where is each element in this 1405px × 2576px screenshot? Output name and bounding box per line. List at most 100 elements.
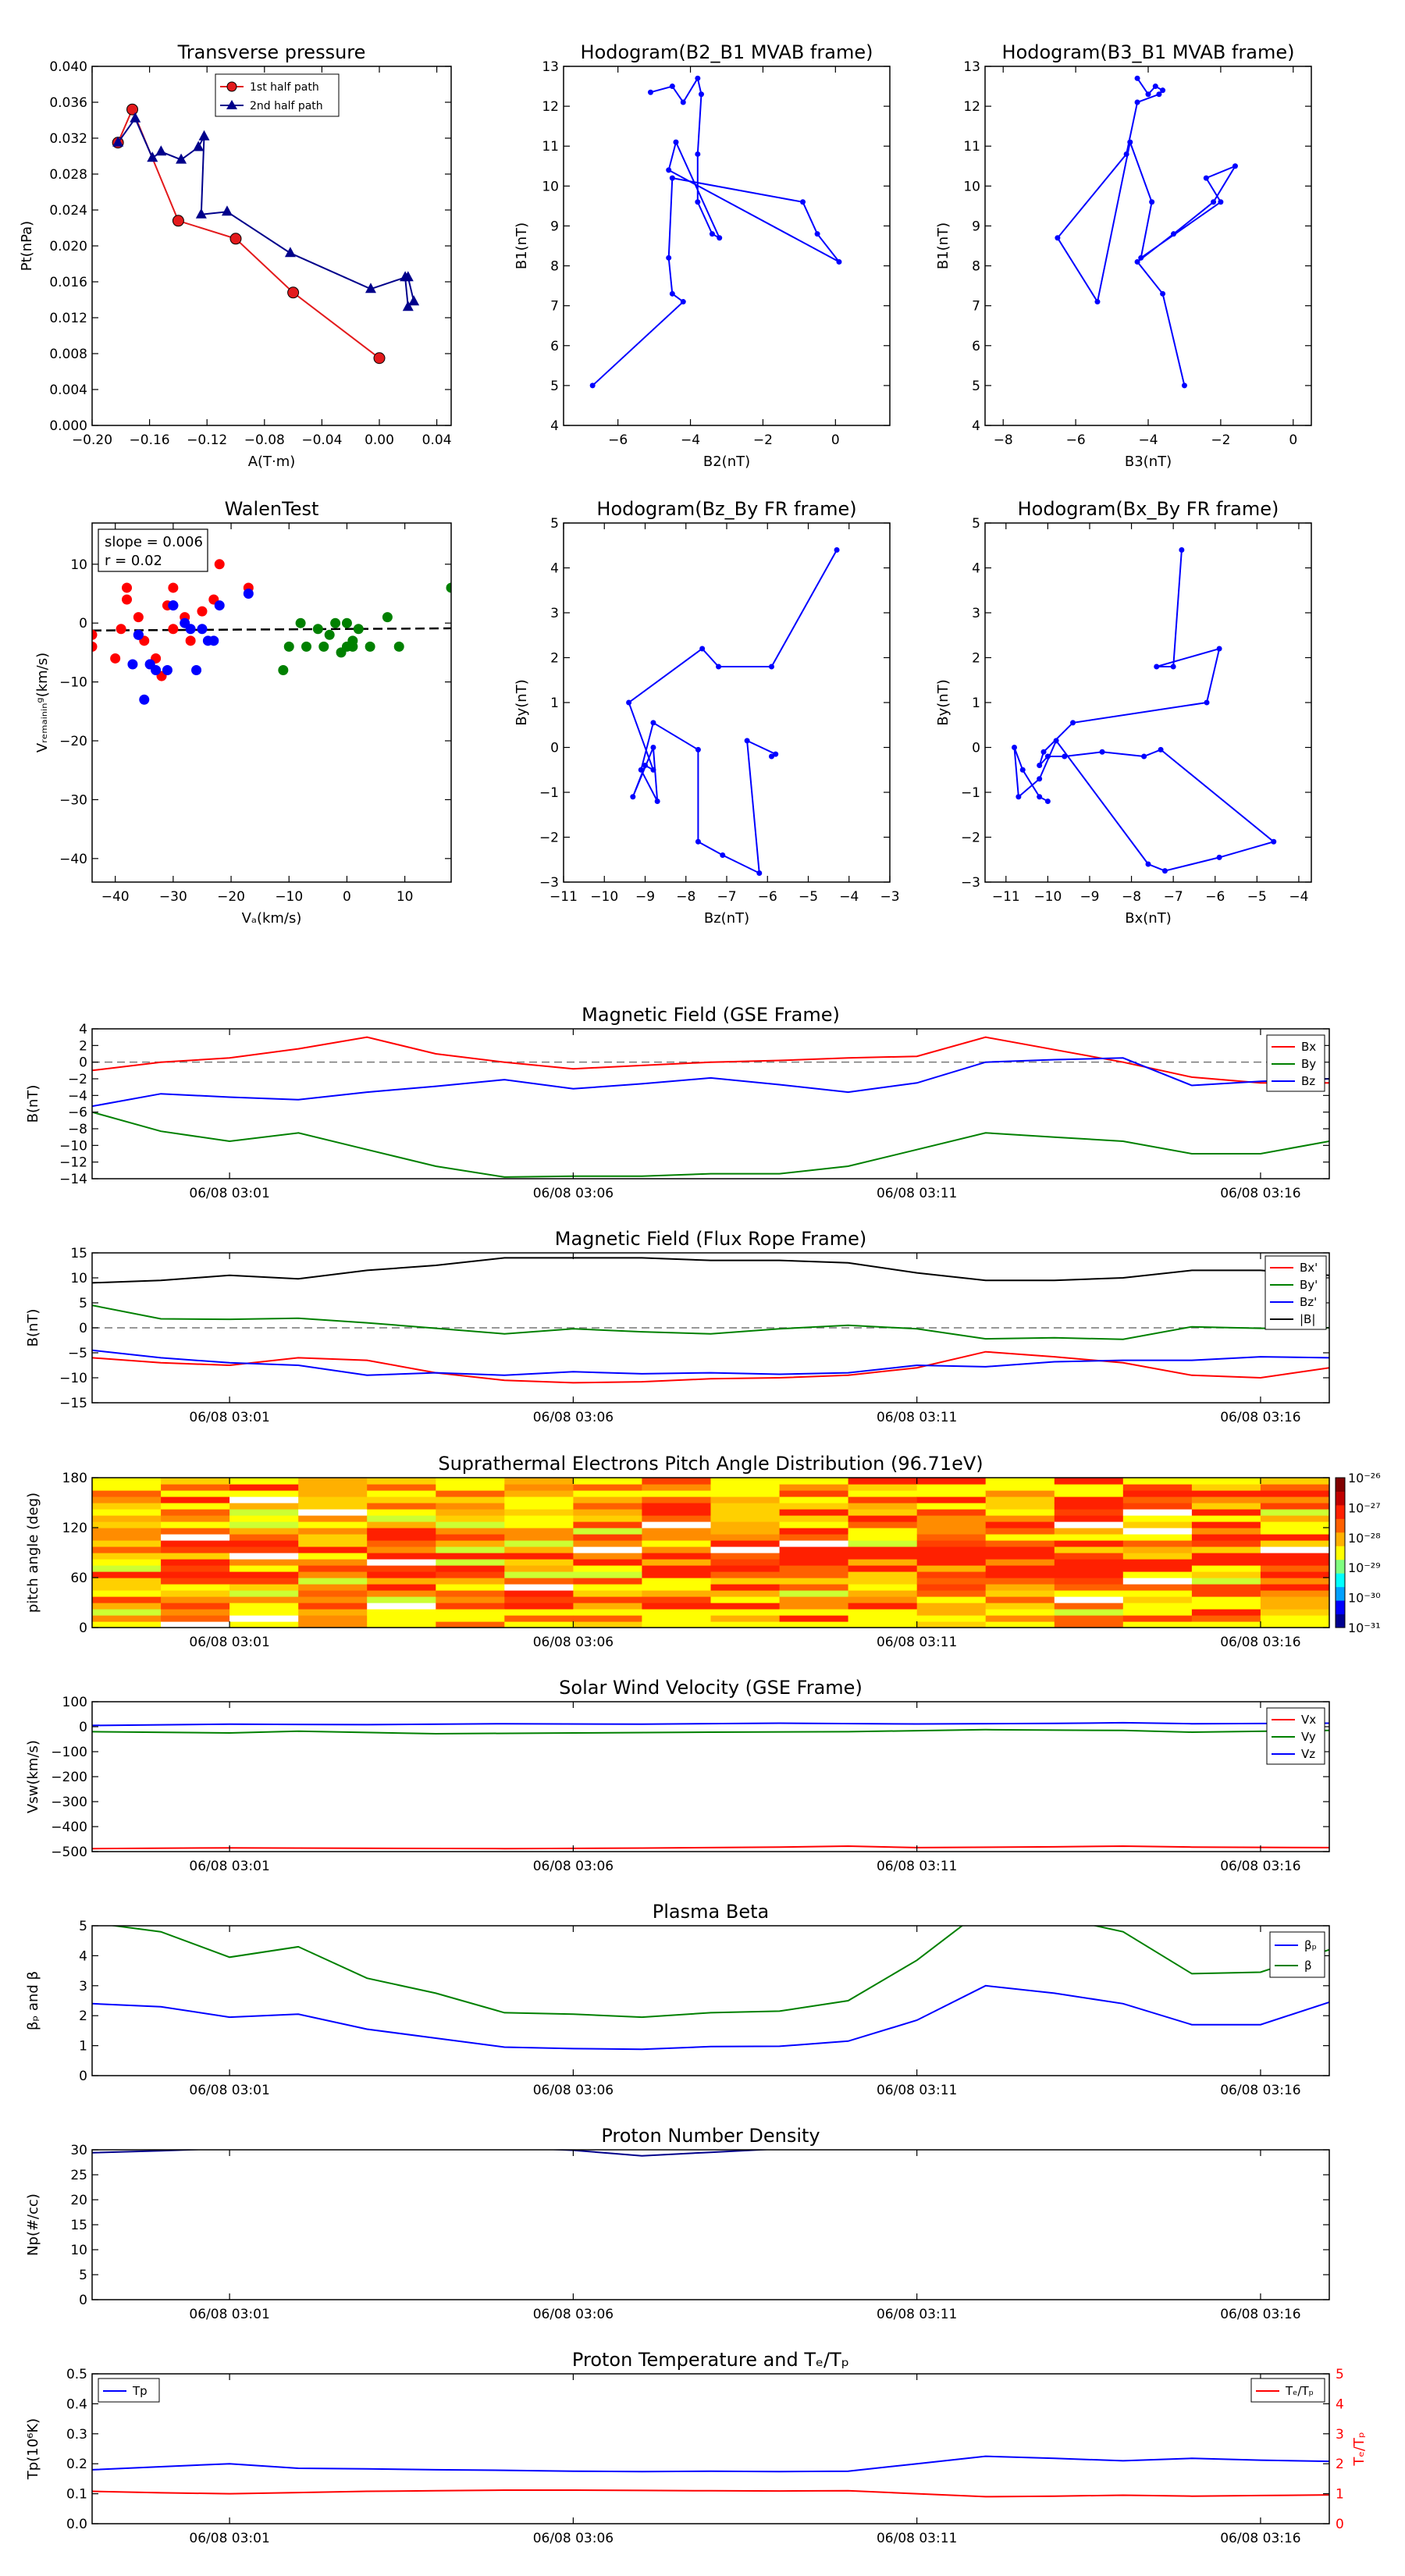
- beta-legend-label: βₚ: [1304, 1938, 1317, 1952]
- pad-cell: [916, 1603, 987, 1610]
- pad-cell: [985, 1559, 1055, 1566]
- hg3-ytick-label: 2: [550, 651, 559, 667]
- walen-ytick-label: −20: [59, 734, 87, 749]
- hg3-point: [626, 699, 632, 706]
- pad-cell: [1122, 1528, 1193, 1535]
- pad-cell: [298, 1596, 368, 1603]
- pad-cell: [1054, 1615, 1124, 1622]
- walen-point-red: [185, 635, 196, 646]
- pad-cell: [985, 1553, 1055, 1560]
- pad-cell: [779, 1553, 849, 1560]
- hg4-ytick-label: −3: [961, 875, 980, 891]
- pad-cell: [298, 1490, 368, 1497]
- vsw-ytick-label: −200: [51, 1770, 87, 1785]
- walen-point-red: [197, 606, 208, 617]
- pad-cell: [848, 1515, 918, 1522]
- pad-cell: [504, 1540, 574, 1547]
- pad-cell: [985, 1521, 1055, 1528]
- pad-cell: [985, 1596, 1055, 1603]
- pad-cell: [367, 1584, 436, 1591]
- np-xtick-label: 06/08 03:11: [877, 2307, 957, 2322]
- pad-cell: [985, 1584, 1055, 1591]
- hg2-xtick-label: −2: [1211, 432, 1230, 448]
- pad-cell: [1054, 1490, 1124, 1497]
- tp-ytick-label: 0.004: [49, 382, 87, 398]
- pad-cell: [916, 1540, 987, 1547]
- hg1-point: [814, 231, 820, 237]
- pad-cell: [1260, 1571, 1329, 1578]
- pad-cell: [229, 1528, 299, 1535]
- pad-cell: [161, 1515, 230, 1522]
- pad-cell: [573, 1478, 643, 1485]
- hg2-ytick-label: 7: [972, 299, 980, 315]
- pad-cell: [161, 1546, 230, 1553]
- np-ytick-label: 0: [79, 2293, 87, 2308]
- vsw-ytick-label: −100: [51, 1745, 87, 1760]
- hg2-point: [1171, 231, 1177, 237]
- panel-walen: WalenTest −40 −30 −20 −10 0 10 −40 −30 −20 −10 0 10 V…: [34, 498, 452, 927]
- vsw-ytick-label: −500: [51, 1845, 87, 1860]
- pad-cell: [1122, 1484, 1193, 1491]
- hg2-title: Hodogram(B3_B1 MVAB frame): [1002, 41, 1295, 63]
- pad-cell: [1122, 1478, 1193, 1485]
- pad-cell: [367, 1478, 436, 1485]
- tp-point-triangle: [195, 208, 207, 219]
- walen-xlabel: Vₐ(km/s): [242, 910, 302, 927]
- pad-cell: [1260, 1484, 1329, 1491]
- hg2-ytick-label: 4: [972, 418, 980, 434]
- hg4-point: [1099, 749, 1105, 755]
- hg1-ytick-label: 7: [550, 299, 559, 315]
- vsw-ytick-label: 0: [79, 1720, 87, 1735]
- np-ytick-label: 25: [70, 2168, 87, 2183]
- mag_fr-title: Magnetic Field (Flux Rope Frame): [555, 1228, 866, 1250]
- pad-cell: [92, 1565, 162, 1572]
- pad-cell: [710, 1528, 781, 1535]
- pad-cell: [298, 1478, 368, 1485]
- beta-legend: βₚ β: [1269, 1931, 1325, 1978]
- vsw-xtick-label: 06/08 03:16: [1220, 1859, 1300, 1874]
- np-ytick-label: 20: [70, 2193, 87, 2208]
- pad-cell: [92, 1534, 162, 1541]
- pad-cell: [573, 1490, 643, 1497]
- tp-xtick-label: 0.04: [422, 432, 452, 448]
- pad-cell: [710, 1496, 781, 1503]
- pad-cell: [642, 1509, 712, 1516]
- pad-cell: [642, 1540, 712, 1547]
- mag_gse-ytick-label: 2: [79, 1038, 87, 1054]
- pad-ytick-label: 0: [79, 1621, 87, 1636]
- temp-plot-area: [92, 2455, 1329, 2498]
- pad-cell: [779, 1559, 849, 1566]
- walen-ytick-label: −40: [59, 852, 87, 867]
- pad-cell: [848, 1603, 918, 1610]
- mag_gse-ytick-label: 4: [79, 1022, 87, 1037]
- hg2-ylabel: B1(nT): [935, 222, 951, 269]
- walen-point-blue: [214, 600, 225, 611]
- pad-cell: [916, 1596, 987, 1603]
- pad-cell: [298, 1565, 368, 1572]
- pad-cell: [710, 1559, 781, 1566]
- mag-gse-legend-label: By: [1301, 1057, 1316, 1071]
- pad-cell: [504, 1603, 574, 1610]
- hg3-point: [699, 646, 706, 652]
- pad-cell: [1122, 1559, 1193, 1566]
- hg2-trace: [1056, 77, 1237, 386]
- walen-annotation-text: slope = 0.006: [105, 534, 203, 550]
- mag_gse-ylabel: B(nT): [25, 1085, 41, 1123]
- mag_fr-series-0: [92, 1350, 1329, 1384]
- hg2-point: [1149, 199, 1155, 205]
- hg3-point: [650, 767, 656, 773]
- pad-cell: [779, 1565, 849, 1572]
- hg4-plot-area: [1012, 547, 1277, 874]
- temp-ytick2-label: 1: [1336, 2487, 1344, 2503]
- hg2-xtick-label: −8: [994, 432, 1013, 448]
- pad-cell: [229, 1478, 299, 1485]
- pad-cell: [92, 1590, 162, 1597]
- pad-cell: [642, 1553, 712, 1560]
- walen-annotation-box: [98, 528, 208, 572]
- hg3-ytick-label: 0: [550, 741, 559, 756]
- pad-cell: [1260, 1553, 1329, 1560]
- pad-cell: [573, 1565, 643, 1572]
- pad-cell: [848, 1571, 918, 1578]
- hg3-point: [650, 720, 656, 726]
